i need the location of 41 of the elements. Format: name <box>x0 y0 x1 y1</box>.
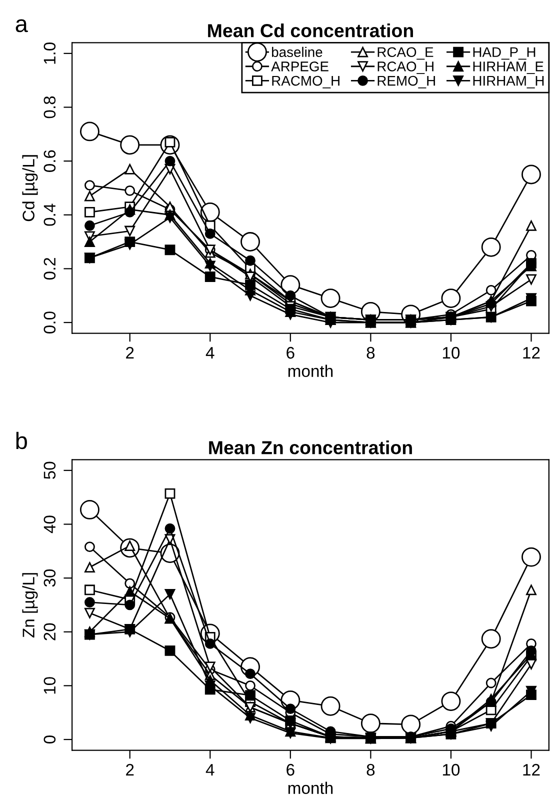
x-tick-label: 10 <box>442 346 460 359</box>
legend-label: RACMO_H <box>272 76 340 88</box>
legend-label: HIRHAM_H <box>473 76 544 88</box>
y-tick-label: 1.0 <box>44 42 56 64</box>
y-tick-label: 30 <box>44 569 56 587</box>
x-tick-label: 8 <box>366 764 375 776</box>
y-tick-label: 10 <box>44 677 56 694</box>
y-axis-title: Zn [µg/L] <box>22 573 38 638</box>
y-axis-title: Cd [µg/L] <box>22 155 38 222</box>
x-tick-label: 8 <box>366 346 375 359</box>
text: b <box>16 432 27 450</box>
legend-label: REMO_H <box>378 76 435 88</box>
y-tick-label: 0.8 <box>44 96 56 118</box>
legend-label: baseline <box>272 46 322 58</box>
text: a <box>16 19 28 32</box>
y-tick-label: 40 <box>44 516 56 534</box>
y-tick-label: 0.6 <box>44 150 56 172</box>
y-tick-label: 0.4 <box>44 204 56 226</box>
legend-label: RCAO_H <box>378 62 434 74</box>
legend-label: HIRHAM_E <box>473 62 544 74</box>
x-tick-label: 6 <box>286 346 294 359</box>
y-tick-label: 0.2 <box>44 258 56 280</box>
x-tick-label: 12 <box>523 764 540 776</box>
x-tick-label: 4 <box>206 764 214 776</box>
x-tick-label: 12 <box>523 346 540 359</box>
chart-title: Mean Zn concentration <box>209 440 412 454</box>
y-tick-label: 50 <box>44 462 56 480</box>
y-tick-label: 0 <box>44 736 56 744</box>
x-tick-label: 2 <box>126 346 134 359</box>
y-tick-label: 0.0 <box>44 312 56 334</box>
legend-label: RCAO_E <box>378 47 434 60</box>
chart-title: Mean Cd concentration <box>208 24 413 38</box>
x-tick-label: 6 <box>286 764 294 776</box>
x-tick-label: 10 <box>442 764 460 776</box>
x-axis-title: month <box>288 364 333 378</box>
x-tick-label: 4 <box>206 347 214 359</box>
x-tick-label: 2 <box>126 764 134 776</box>
x-axis-title: month <box>288 782 333 794</box>
legend-label: ARPEGE <box>271 62 328 72</box>
y-tick-label: 20 <box>44 623 56 640</box>
legend-label: HAD_P_H <box>473 47 536 60</box>
